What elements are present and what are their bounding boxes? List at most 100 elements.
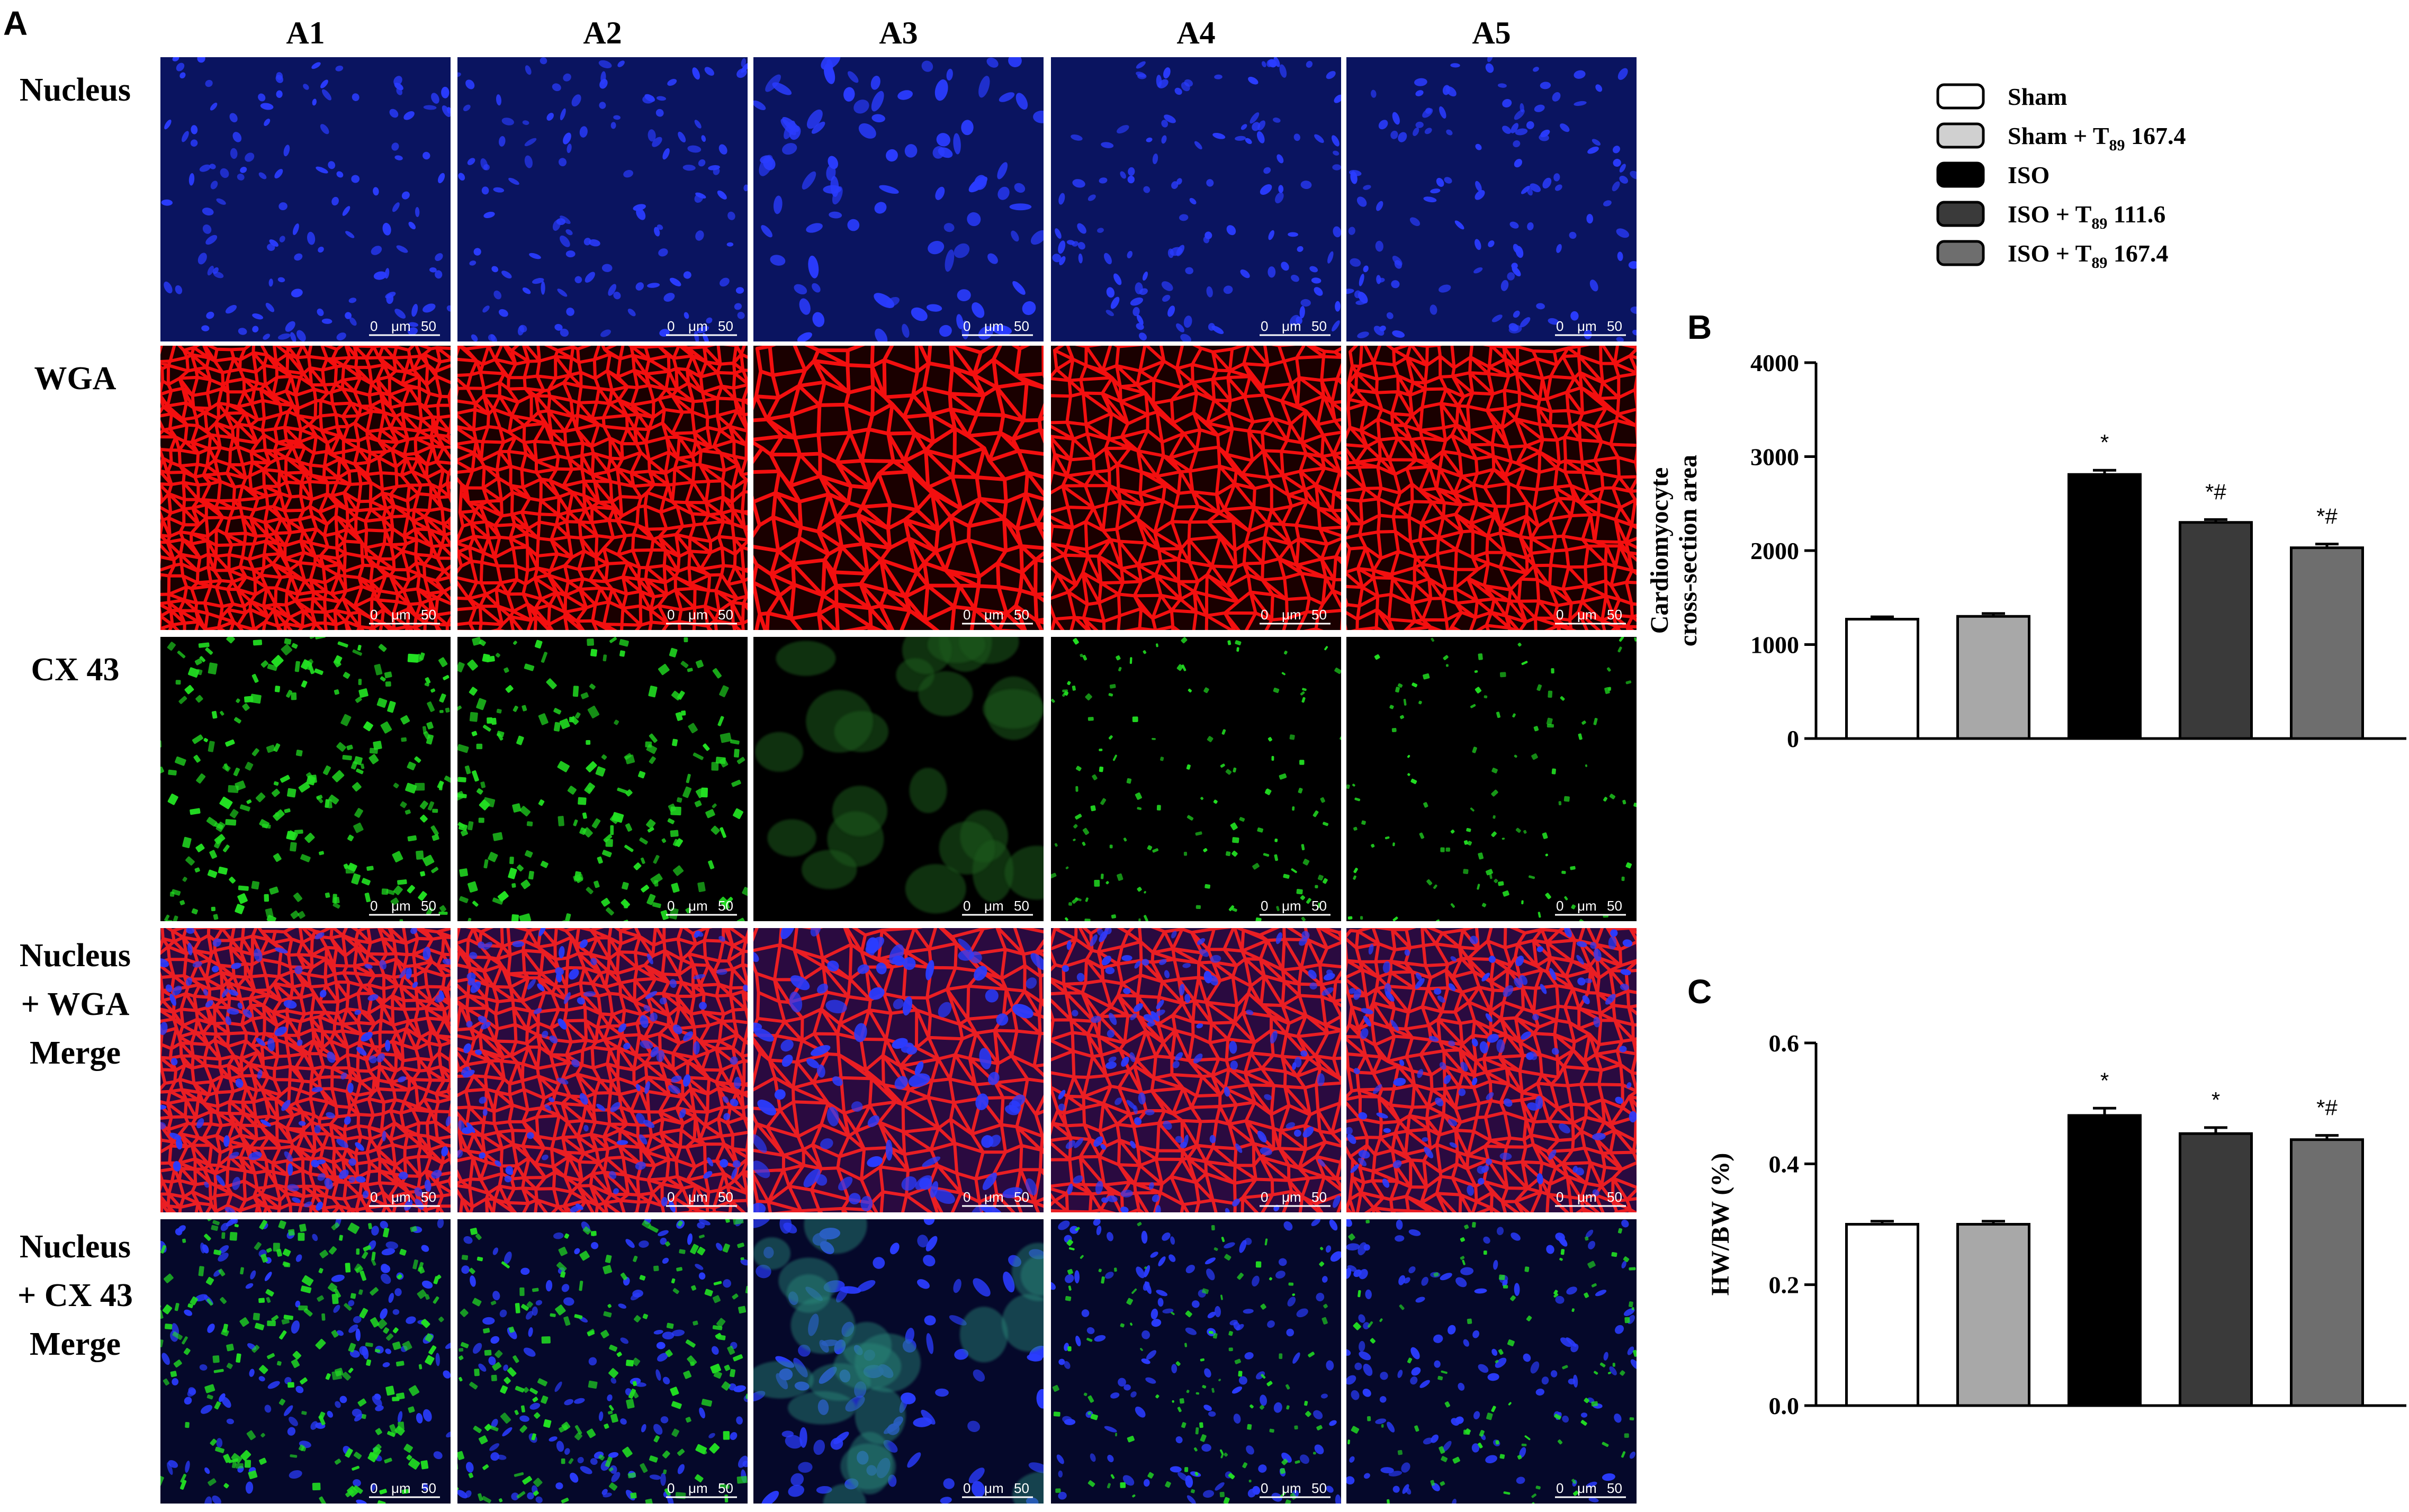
significance-marker: *# — [2316, 504, 2338, 529]
scale-bar-value: 50 — [1607, 607, 1622, 623]
scale-bar-zero: 0 — [1556, 607, 1563, 623]
scale-bar-unit: μm — [984, 1480, 1004, 1496]
scale-bar-unit: μm — [1577, 607, 1597, 623]
scale-bar-unit: μm — [1282, 607, 1301, 623]
micrograph-merge-wga-a2: 0 μm 50 — [457, 928, 748, 1212]
row-label-merge-wga-line-1: Nucleus — [20, 938, 131, 974]
legend: Sham Sham + T89 167.4 ISO ISO + T89 111.6 IS… — [1936, 83, 2186, 272]
scale-bar-zero: 0 — [1556, 318, 1563, 334]
scale-bar: 0 μm 50 — [369, 1189, 440, 1207]
scale-bar: 0 μm 50 — [369, 607, 440, 625]
bar-4: *# — [2179, 479, 2253, 740]
column-header-a5: A5 — [1472, 15, 1511, 50]
scale-bar-value: 50 — [1311, 607, 1327, 623]
row-label-wga-line-1: WGA — [34, 361, 116, 397]
column-header-a4: A4 — [1176, 15, 1215, 50]
scale-bar-zero: 0 — [370, 898, 377, 914]
column-headers: A1 A2 A3 A4 A5 — [286, 15, 1511, 50]
scale-bar-value: 50 — [1607, 898, 1622, 914]
significance-marker: * — [2212, 1087, 2220, 1112]
legend-item-3: ISO — [1936, 161, 2050, 188]
scale-bar-zero: 0 — [1261, 1480, 1268, 1496]
scale-bar-value: 50 — [718, 1480, 733, 1496]
micrograph-merge-wga-a5: 0 μm 50 — [1346, 928, 1637, 1212]
scale-bar: 0 μm 50 — [1555, 607, 1626, 625]
legend-item-4: ISO + T89 111.6 — [1936, 201, 2165, 232]
micrograph-merge-wga-a3: 0 μm 50 — [753, 928, 1044, 1212]
legend-label: ISO — [2008, 161, 2050, 188]
scale-bar-zero: 0 — [1261, 607, 1268, 623]
y-tick-label: 0.6 — [1769, 1030, 1800, 1057]
scale-bar-unit: μm — [391, 1480, 411, 1496]
micrograph-cx43-a2: 0 μm 50 — [457, 637, 748, 921]
scale-bar: 0 μm 50 — [666, 318, 737, 336]
y-tick-label: 0.0 — [1769, 1392, 1800, 1419]
scale-bar-unit: μm — [688, 898, 708, 914]
row-label-merge-cx43-line-1: Nucleus — [20, 1229, 131, 1265]
bar-2 — [1956, 1220, 2030, 1407]
scale-bar: 0 μm 50 — [666, 1480, 737, 1498]
scale-bar-unit: μm — [688, 1189, 708, 1205]
scale-bar-value: 50 — [1014, 318, 1029, 334]
micrograph-wga-a5: 0 μm 50 — [1346, 346, 1637, 630]
y-tick-label: 3000 — [1750, 444, 1799, 471]
bar-5: *# — [2290, 504, 2364, 740]
scale-bar: 0 μm 50 — [1260, 1189, 1331, 1207]
y-tick-label: 4000 — [1750, 349, 1799, 376]
scale-bar-zero: 0 — [370, 607, 377, 623]
scale-bar: 0 μm 50 — [1260, 1480, 1331, 1498]
scale-bar: 0 μm 50 — [962, 1189, 1033, 1207]
scale-bar-value: 50 — [421, 607, 436, 623]
scale-bar-zero: 0 — [1261, 318, 1268, 334]
panel-a-micrographs: A A1 A2 A3 A4 A5 Nucleus WGA CX 43 Nucleus + WGA… — [3, 4, 1637, 1504]
scale-bar-unit: μm — [1577, 1189, 1597, 1205]
micrograph-merge-wga-a4: 0 μm 50 — [1051, 928, 1341, 1212]
row-label-nucleus-line-1: Nucleus — [20, 72, 131, 108]
scale-bar-unit: μm — [1282, 1480, 1301, 1496]
legend-swatch — [1936, 240, 1985, 266]
scale-bar-value: 50 — [718, 898, 733, 914]
micrograph-grid: 0 μm 50 0 μm 50 0 μm 50 0 μm 50 0 μm 50 0 μm 50 0 μm 50 0 μm 50… — [160, 57, 1637, 1504]
micrograph-cx43-a5: 0 μm 50 — [1346, 637, 1637, 921]
scale-bar-unit: μm — [1282, 898, 1301, 914]
micrograph-merge-wga-a1: 0 μm 50 — [160, 928, 451, 1212]
row-label-merge-cx43-line-2: + CX 43 — [17, 1277, 133, 1313]
scale-bar-value: 50 — [1607, 1189, 1622, 1205]
micrograph-merge-cx43-a4: 0 μm 50 — [1051, 1219, 1341, 1504]
legend-label: Sham + T89 167.4 — [2008, 122, 2186, 154]
scale-bar-value: 50 — [1607, 1480, 1622, 1496]
row-label-merge-cx43-line-3: Merge — [30, 1326, 121, 1362]
row-labels: Nucleus WGA CX 43 Nucleus + WGA Merge Nucleus +… — [17, 72, 133, 1362]
row-label-merge-wga-line-2: + WGA — [21, 986, 130, 1022]
chart-c-plot: 0.0 0.2 0.4 0.6 HW/BW (%) * * *# — [1706, 1030, 2406, 1419]
bar-rect — [1845, 1223, 1919, 1407]
scale-bar-value: 50 — [718, 318, 733, 334]
scale-bar-value: 50 — [1311, 1480, 1327, 1496]
micrograph-wga-a1: 0 μm 50 — [160, 346, 451, 630]
scale-bar-unit: μm — [984, 1189, 1004, 1205]
scale-bar-unit: μm — [984, 898, 1004, 914]
scale-bar-value: 50 — [718, 607, 733, 623]
micrograph-merge-cx43-a3: 0 μm 50 — [753, 1219, 1044, 1504]
scale-bar: 0 μm 50 — [1260, 898, 1331, 916]
bar-rect — [2068, 1114, 2142, 1407]
scale-bar-unit: μm — [391, 607, 411, 623]
scale-bar-value: 50 — [718, 1189, 733, 1205]
significance-marker: *# — [2316, 1095, 2338, 1120]
micrograph-nucleus-a4: 0 μm 50 — [1051, 57, 1341, 341]
scale-bar: 0 μm 50 — [1260, 607, 1331, 625]
legend-item-1: Sham — [1936, 83, 2067, 110]
bar-5: *# — [2290, 1095, 2364, 1407]
panel-b-letter: B — [1687, 308, 1712, 346]
bar-rect — [1845, 618, 1919, 740]
panel-b-chart: B 0 1000 2000 3000 4000 Cardiomyocyte cross-se… — [1646, 308, 2406, 752]
scale-bar-zero: 0 — [1556, 898, 1563, 914]
scale-bar: 0 μm 50 — [369, 318, 440, 336]
y-axis-label-line-1: HW/BW (%) — [1706, 1153, 1734, 1296]
scale-bar: 0 μm 50 — [1260, 318, 1331, 336]
scale-bar: 0 μm 50 — [666, 898, 737, 916]
panel-c-letter: C — [1687, 973, 1712, 1011]
scale-bar: 0 μm 50 — [1555, 1189, 1626, 1207]
legend-label: ISO + T89 111.6 — [2008, 201, 2165, 232]
scale-bar-zero: 0 — [667, 898, 675, 914]
